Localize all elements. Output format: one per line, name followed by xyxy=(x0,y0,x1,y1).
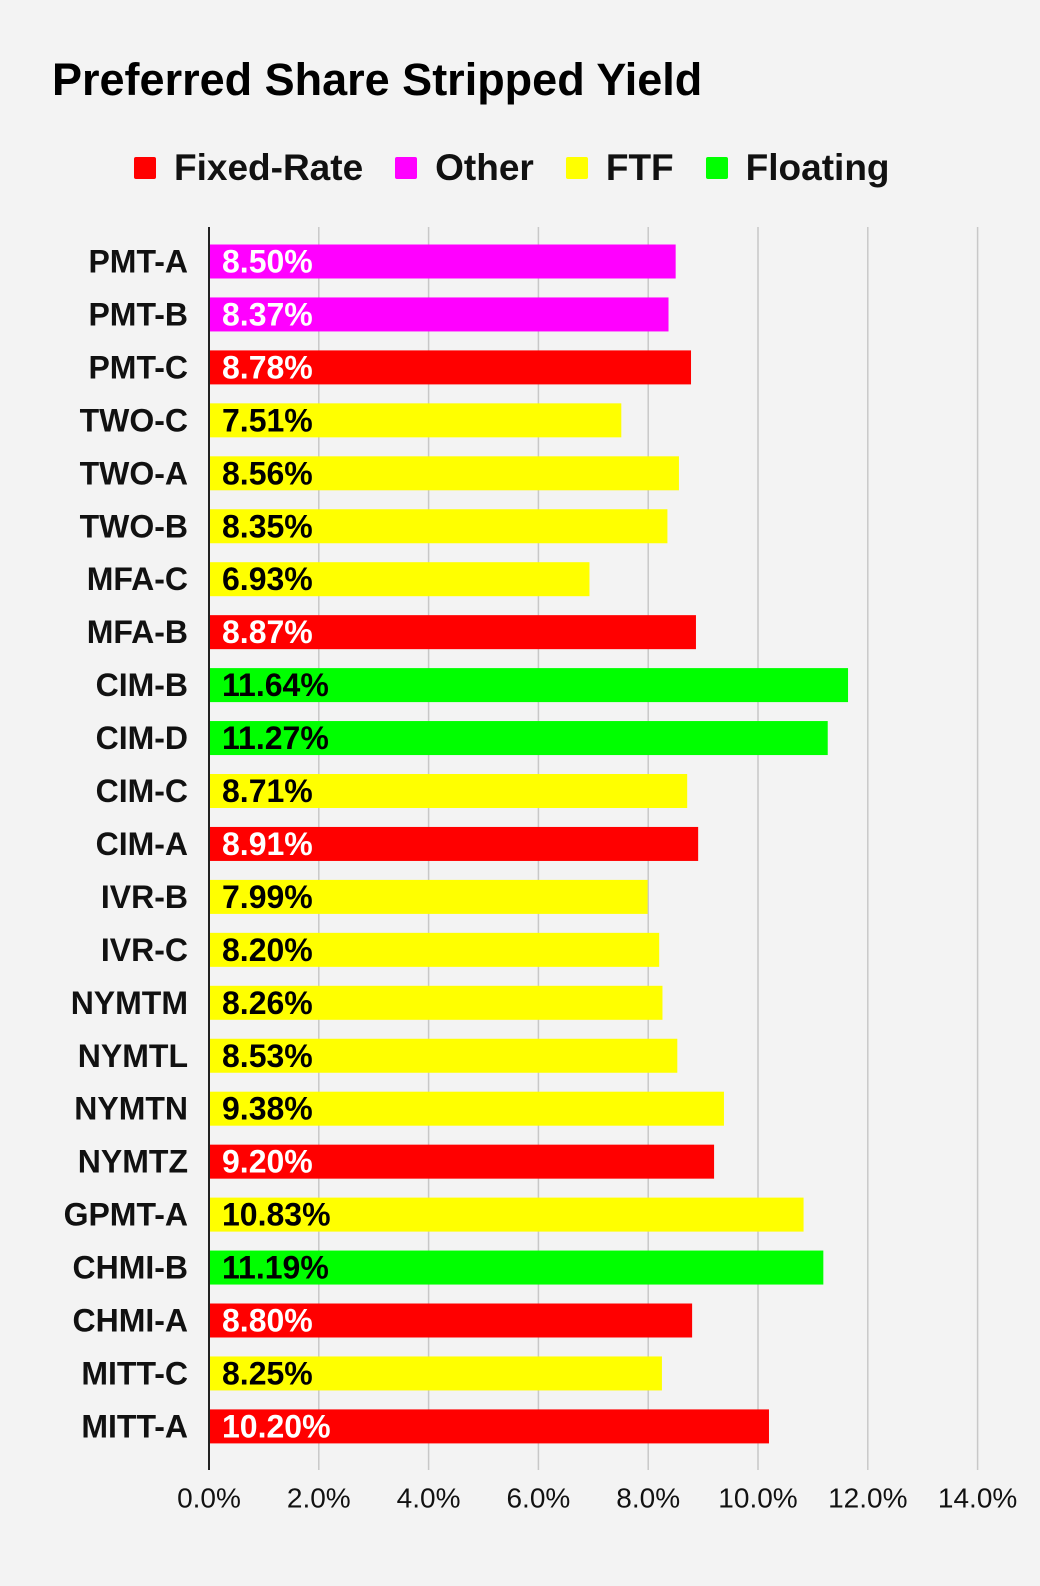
data-label: 8.87% xyxy=(222,614,313,650)
legend-swatch xyxy=(395,157,418,179)
category-label: NYMTZ xyxy=(78,1144,188,1180)
data-label: 9.20% xyxy=(222,1144,313,1180)
legend-label: Fixed-Rate xyxy=(174,147,364,188)
category-label: CHMI-A xyxy=(72,1303,188,1339)
data-label: 11.27% xyxy=(222,720,329,756)
x-tick-label: 6.0% xyxy=(506,1483,570,1514)
data-label: 8.71% xyxy=(222,773,313,809)
chart-title: Preferred Share Stripped Yield xyxy=(52,54,703,105)
bar xyxy=(209,774,688,808)
data-label: 8.37% xyxy=(222,296,313,332)
data-label: 8.53% xyxy=(222,1038,313,1074)
bar xyxy=(209,826,699,861)
data-label: 8.56% xyxy=(222,455,313,491)
category-label: TWO-B xyxy=(80,508,188,544)
legend-item-ftf: FTF xyxy=(565,147,674,189)
bar xyxy=(209,509,668,544)
data-label: 6.93% xyxy=(222,561,313,597)
data-label: 8.25% xyxy=(222,1355,313,1391)
legend: Fixed-Rate Other FTF Floating xyxy=(134,140,922,196)
data-label: 7.51% xyxy=(222,402,313,438)
x-tick-label: 4.0% xyxy=(397,1483,461,1514)
category-label: TWO-C xyxy=(80,402,188,438)
legend-label: Floating xyxy=(745,147,890,188)
data-label: 10.20% xyxy=(222,1408,331,1444)
legend-item-floating: Floating xyxy=(705,147,890,189)
legend-label: FTF xyxy=(605,147,674,188)
data-label: 9.38% xyxy=(222,1091,313,1127)
category-label: PMT-A xyxy=(88,244,188,280)
bar xyxy=(209,456,679,491)
bar xyxy=(209,879,648,914)
data-label: 8.78% xyxy=(222,349,313,385)
data-label: 8.91% xyxy=(222,826,313,862)
legend-label: Other xyxy=(435,147,534,188)
category-label: CIM-B xyxy=(96,667,188,703)
data-label: 8.35% xyxy=(222,508,313,544)
legend-swatch xyxy=(565,157,588,179)
x-tick-label: 12.0% xyxy=(828,1483,907,1514)
bar xyxy=(209,562,590,597)
x-tick-label: 0.0% xyxy=(177,1483,241,1514)
bar xyxy=(209,1250,824,1285)
bar xyxy=(209,1197,804,1232)
category-label: CHMI-B xyxy=(72,1250,188,1286)
category-label: CIM-A xyxy=(96,826,188,862)
category-label: MFA-C xyxy=(87,561,188,597)
legend-swatch xyxy=(134,157,156,179)
bar xyxy=(209,1303,693,1338)
data-label: 7.99% xyxy=(222,879,313,915)
bar xyxy=(209,1144,715,1179)
bar xyxy=(209,1038,678,1073)
category-label: IVR-B xyxy=(101,879,188,915)
bar xyxy=(209,932,660,967)
bar xyxy=(209,244,676,279)
bar xyxy=(209,985,663,1020)
category-label: NYMTN xyxy=(74,1091,188,1127)
category-label: NYMTL xyxy=(78,1038,188,1074)
legend-item-other: Other xyxy=(395,147,534,189)
legend-swatch xyxy=(705,157,728,179)
category-label: MITT-A xyxy=(81,1408,188,1444)
data-label: 10.83% xyxy=(222,1197,331,1233)
category-label: PMT-B xyxy=(88,296,188,332)
category-label: IVR-C xyxy=(101,932,188,968)
bar xyxy=(209,297,669,332)
x-tick-label: 2.0% xyxy=(287,1483,351,1514)
data-label: 8.80% xyxy=(222,1303,313,1339)
category-label: PMT-C xyxy=(88,349,188,385)
bar xyxy=(209,721,828,756)
x-tick-label: 14.0% xyxy=(938,1483,1017,1514)
bar xyxy=(209,1356,662,1391)
data-label: 11.64% xyxy=(222,667,329,703)
category-label: CIM-D xyxy=(96,720,188,756)
category-label: NYMTM xyxy=(71,985,188,1021)
legend-item-fixed-rate: Fixed-Rate xyxy=(134,147,363,189)
category-label: MITT-C xyxy=(81,1355,188,1391)
bar xyxy=(209,615,696,650)
category-label: CIM-C xyxy=(96,773,188,809)
data-label: 8.50% xyxy=(222,244,313,280)
x-tick-label: 10.0% xyxy=(718,1483,797,1514)
category-label: MFA-B xyxy=(87,614,188,650)
category-label: GPMT-A xyxy=(64,1197,188,1233)
data-label: 8.20% xyxy=(222,932,313,968)
x-tick-label: 8.0% xyxy=(616,1483,680,1514)
data-label: 11.19% xyxy=(222,1250,329,1286)
data-label: 8.26% xyxy=(222,985,313,1021)
bar xyxy=(209,1409,769,1444)
bar xyxy=(209,403,622,438)
bar xyxy=(209,668,849,703)
bar xyxy=(209,350,692,385)
category-label: TWO-A xyxy=(80,455,188,491)
bar xyxy=(209,1091,724,1126)
